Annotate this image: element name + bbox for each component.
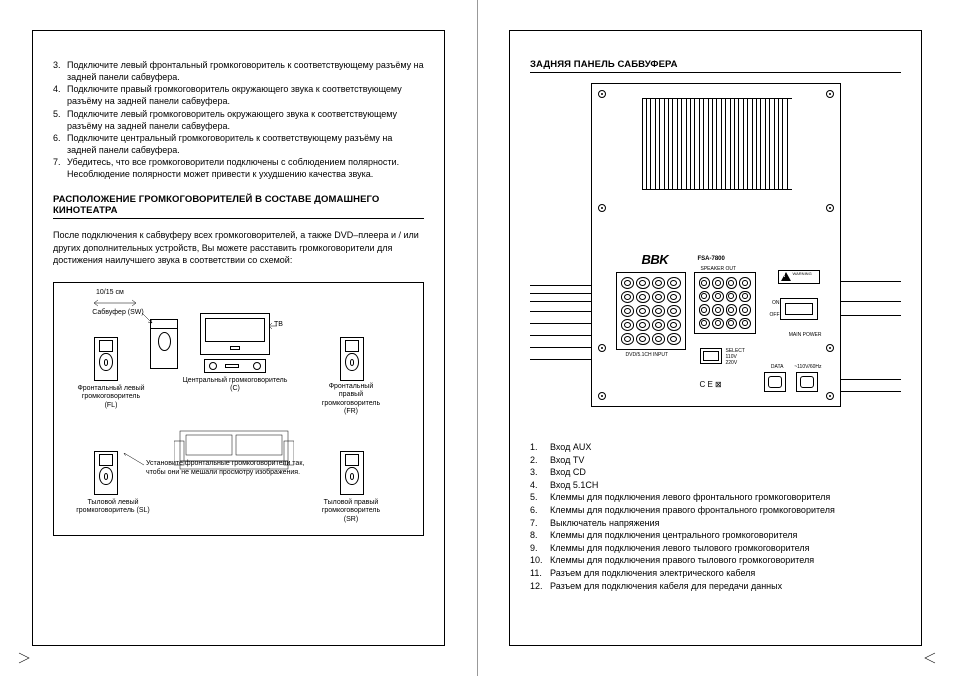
legend-item: 3.Вход CD [530,466,901,479]
sr-speaker-icon [340,451,364,495]
step: 3.Подключите левый фронтальный громкогов… [53,59,424,83]
fr-label: Фронтальный правый громкоговоритель (FR) [316,383,386,417]
pointer-arrow-icon [269,323,277,329]
fl-speaker-icon [94,337,118,381]
fl-label: Фронтальный левый громкоговоритель (FL) [76,385,146,410]
main-power-label: MAIN POWER [789,332,822,338]
model-label: FSA-7800 [698,256,725,262]
legend-item: 5.Клеммы для подключения левого фронталь… [530,491,901,504]
page-left: 3.Подключите левый фронтальный громкогов… [0,0,477,676]
panel-legend: 1.Вход AUX 2.Вход TV 3.Вход CD 4.Вход 5.… [530,441,901,592]
subwoofer-icon [150,319,178,369]
legend-item: 1.Вход AUX [530,441,901,454]
legend-item: 2.Вход TV [530,454,901,467]
brand-logo: BBK [642,252,669,267]
legend-item: 12.Разъем для подключения кабеля для пер… [530,580,901,593]
legend-item: 9.Клеммы для подключения левого тылового… [530,542,901,555]
intro-text: После подключения к сабвуферу всех громк… [53,229,424,265]
step: 7.Убедитесь, что все громкоговорители по… [53,156,424,180]
page-left-frame: 3.Подключите левый фронтальный громкогов… [32,30,445,646]
sl-label: Тыловой левый громкоговоритель (SL) [76,499,150,516]
step: 4.Подключите правый громкоговоритель окр… [53,83,424,107]
sr-label: Тыловой правый громкоговоритель (SR) [314,499,388,524]
heatsink-icon [642,98,792,190]
crop-mark-icon [924,652,936,664]
sl-speaker-icon [94,451,118,495]
panel-heading: ЗАДНЯЯ ПАНЕЛЬ САБВУФЕРА [530,59,901,70]
tv-icon [200,313,270,355]
subwoofer-label: Сабвуфер (SW) [88,309,148,317]
legend-item: 7.Выключатель напряжения [530,517,901,530]
center-label: Центральный громкоговоритель (C) [180,377,290,394]
section-heading: РАСПОЛОЖЕНИЕ ГРОМКОГОВОРИТЕЛЕЙ В СОСТАВЕ… [53,194,424,216]
placement-note: Установите фронтальные громкоговорители … [146,459,316,477]
distance-label: 10/15 см [96,289,124,297]
layout-diagram: 10/15 см Сабвуфер (SW) ТВ Центральный гр… [53,282,424,536]
speaker-terminals: SPEAKER OUT [694,272,756,334]
step: 6.Подключите центральный громкоговорител… [53,132,424,156]
data-socket-icon [764,372,786,392]
power-switch-icon [780,298,818,320]
power-socket-icon [796,372,818,392]
legend-item: 11.Разъем для подключения электрического… [530,567,901,580]
voltage-switch-icon [700,348,722,364]
warning-label-icon: WARNING [778,270,820,284]
panel-wrapper: BBK FSA-7800 DVD/5.1CH INPUT SPEAKER OUT [530,83,901,423]
distance-arrow-icon [92,299,138,307]
heading-rule [53,218,424,219]
legend-item: 6.Клеммы для подключения правого фронтал… [530,504,901,517]
page-right: ЗАДНЯЯ ПАНЕЛЬ САБВУФЕРА [477,0,954,676]
connection-steps: 3.Подключите левый фронтальный громкогов… [53,59,424,180]
center-speaker-icon [204,359,266,373]
fr-speaker-icon [340,337,364,381]
page-gutter [477,0,478,676]
legend-item: 10.Клеммы для подключения правого тылово… [530,554,901,567]
page-right-frame: ЗАДНЯЯ ПАНЕЛЬ САБВУФЕРА [509,30,922,646]
ce-mark: C E ⊠ [700,380,722,389]
legend-item: 4.Вход 5.1CH [530,479,901,492]
step: 5.Подключите левый громкоговоритель окру… [53,108,424,132]
heading-rule [530,72,901,73]
crop-mark-icon [18,652,30,664]
pointer-arrow-icon [122,453,144,467]
rca-terminals [616,272,686,350]
rear-panel-diagram: BBK FSA-7800 DVD/5.1CH INPUT SPEAKER OUT [591,83,841,407]
legend-item: 8.Клеммы для подключения центрального гр… [530,529,901,542]
